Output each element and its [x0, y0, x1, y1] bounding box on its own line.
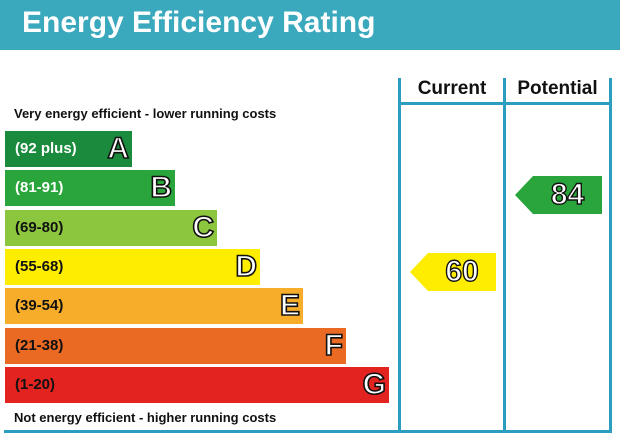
band-e-letter: E [279, 288, 301, 323]
frame-bottom-border [4, 430, 612, 433]
current-rating-arrow: 60 [410, 253, 496, 291]
current-rating-value: 60 [445, 254, 480, 288]
band-c: (69-80) C [5, 210, 217, 246]
potential-arrow-shape [515, 176, 602, 214]
band-b-letter: B [150, 170, 173, 205]
band-b: (81-91) B [5, 170, 175, 206]
caption-top: Very energy efficient - lower running co… [14, 106, 277, 121]
frame-divider [503, 78, 506, 432]
band-g: (1-20) G [5, 367, 389, 403]
potential-rating-arrow: 84 [515, 176, 602, 214]
band-g-range: (1-20) [15, 376, 56, 393]
caption-bottom: Not energy efficient - higher running co… [14, 410, 277, 425]
band-a-letter: A [107, 131, 130, 166]
band-c-letter: C [192, 210, 215, 245]
band-e-range: (39-54) [15, 297, 64, 314]
band-e: (39-54) E [5, 288, 303, 324]
column-header-potential: Potential [517, 78, 598, 99]
band-f-letter: F [324, 328, 344, 363]
frame-left-border [398, 78, 401, 432]
page-title: Energy Efficiency Rating [22, 6, 376, 39]
potential-rating-value: 84 [550, 177, 585, 211]
band-d-range: (55-68) [15, 258, 64, 275]
band-f-range: (21-38) [15, 337, 64, 354]
band-a: (92 plus) A [5, 131, 132, 167]
band-f: (21-38) F [5, 328, 346, 364]
band-a-range: (92 plus) [15, 140, 77, 157]
frame-right-border [609, 78, 612, 432]
header-underline [398, 102, 612, 105]
band-d-letter: D [235, 249, 258, 284]
band-c-range: (69-80) [15, 219, 64, 236]
header-bar: Energy Efficiency Rating [0, 0, 620, 50]
column-header-current: Current [417, 78, 487, 99]
band-b-range: (81-91) [15, 179, 64, 196]
band-d: (55-68) D [5, 249, 260, 285]
band-g-letter: G [362, 367, 387, 402]
current-arrow-shape [410, 253, 496, 291]
